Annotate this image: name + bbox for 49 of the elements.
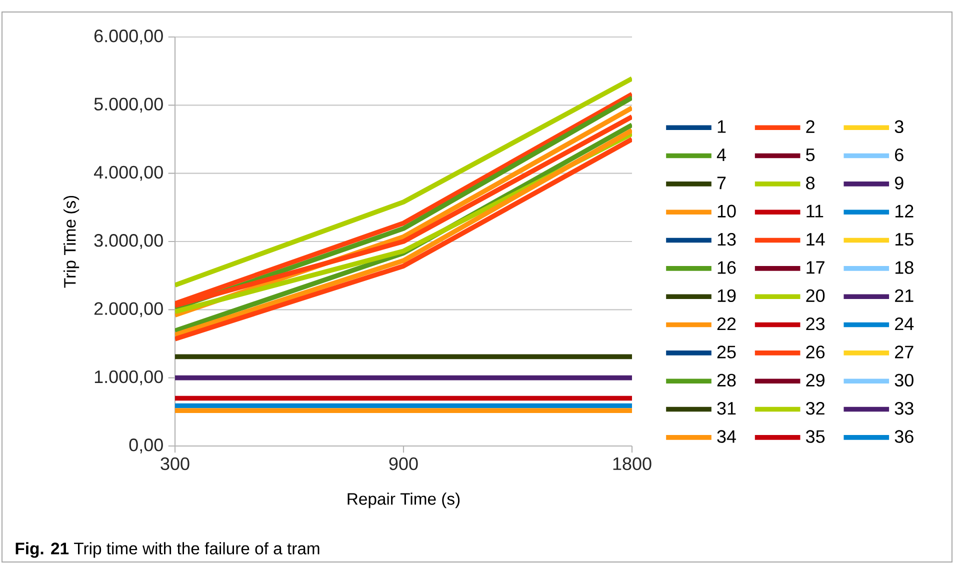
legend-label: 11	[806, 204, 824, 218]
legend-label: 3	[894, 120, 904, 134]
legend-label: 26	[806, 346, 825, 358]
legend-label: 22	[717, 317, 736, 330]
legend-label: 29	[806, 374, 824, 387]
text: Fig. 21 Trip time with the failure of a tram	[16, 542, 320, 558]
legend-label: 16	[718, 261, 736, 274]
legend-label: 28	[717, 374, 736, 387]
legend-label: 25	[717, 346, 736, 358]
legend-label: 20	[806, 289, 825, 302]
legend-label: 32	[806, 402, 824, 415]
legend-label: 36	[894, 430, 914, 443]
legend-label: 18	[896, 261, 914, 274]
y-tick-label: 6.000,00	[94, 30, 163, 44]
y-tick-label: 5.000,00	[94, 98, 163, 113]
legend-label: 19	[718, 289, 736, 302]
y-tick-label: 3.000,00	[94, 234, 163, 249]
legend-label: 21	[895, 289, 914, 302]
legend-label: 4	[716, 148, 726, 161]
legend-label: 30	[894, 374, 914, 387]
legend-label: 24	[895, 317, 914, 330]
legend-label: 6	[895, 148, 904, 162]
legend-label: 23	[806, 317, 825, 330]
legend-label: 31	[717, 402, 736, 415]
x-tick-label: 1800	[613, 457, 652, 470]
legend-label: 12	[896, 204, 914, 218]
legend-label: 13	[718, 232, 736, 246]
legend-label: 15	[896, 233, 914, 246]
legend-label: 35	[806, 430, 825, 443]
legend-label: 33	[894, 402, 914, 415]
legend-label: 27	[895, 346, 914, 358]
legend-label: 8	[806, 176, 815, 190]
legend-label: 1	[718, 120, 726, 133]
y-tick-label: 1.000,00	[94, 370, 163, 386]
y-tick-label: 4.000,00	[94, 166, 163, 181]
legend-label: 7	[717, 176, 726, 190]
y-tick-label: 0,00	[129, 438, 163, 454]
y-axis-title: Trip Time (s)	[64, 196, 80, 288]
y-tick-label: 2.000,00	[94, 302, 163, 318]
legend-label: 17	[806, 261, 824, 274]
legend-label: 5	[806, 148, 815, 162]
legend-label: 34	[717, 430, 736, 443]
x-tick-label: 300	[160, 457, 190, 470]
x-axis-title: Repair Time (s)	[348, 492, 460, 508]
legend-label: 2	[806, 120, 814, 133]
legend-label: 10	[718, 204, 736, 218]
legend-label: 14	[806, 233, 825, 246]
x-tick-label: 900	[389, 457, 418, 470]
legend-label: 9	[894, 176, 904, 190]
